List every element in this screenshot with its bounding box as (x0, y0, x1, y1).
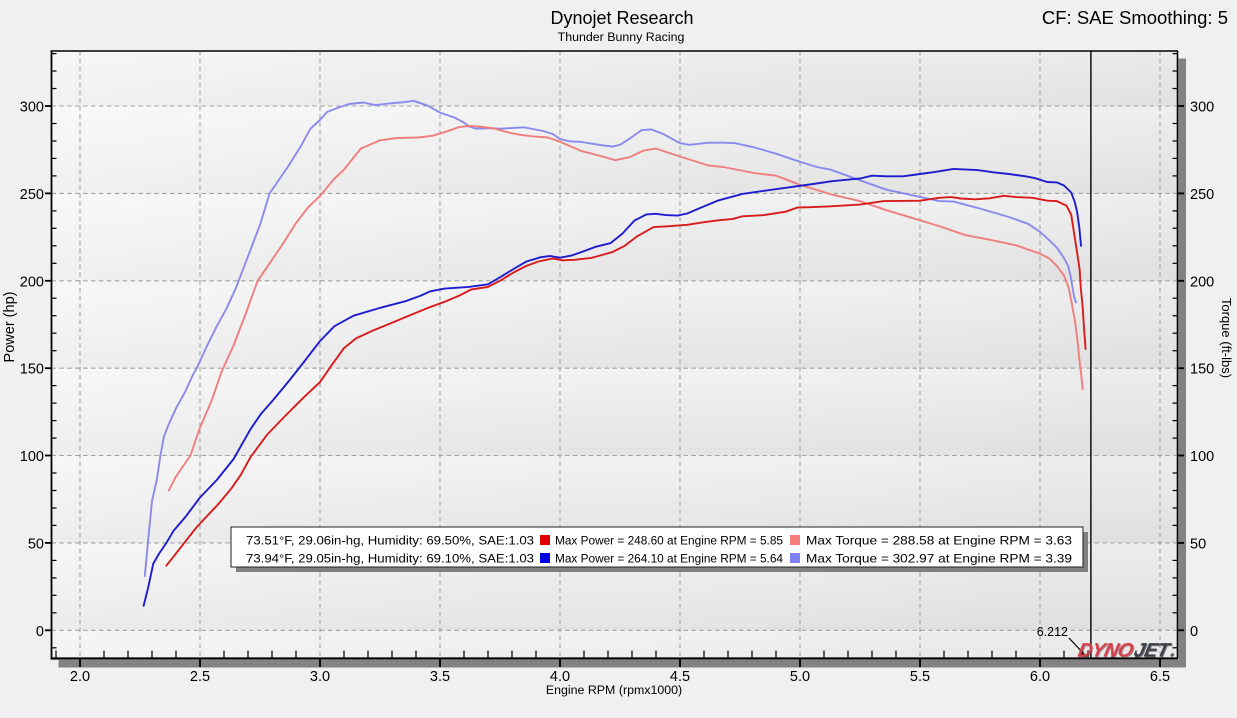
svg-text:73.94°F, 29.05in-hg, Humidity:: 73.94°F, 29.05in-hg, Humidity: 69.10%, S… (246, 552, 534, 566)
svg-text:CF: SAE Smoothing: 5: CF: SAE Smoothing: 5 (1042, 7, 1228, 28)
svg-text:150: 150 (1190, 362, 1214, 378)
svg-text:Max Power = 248.60 at Engine R: Max Power = 248.60 at Engine RPM = 5.85 (555, 534, 783, 548)
svg-text:3.0: 3.0 (310, 669, 330, 685)
svg-text:73.51°F, 29.06in-hg, Humidity:: 73.51°F, 29.06in-hg, Humidity: 69.50%, S… (246, 534, 534, 548)
svg-text:0: 0 (36, 624, 44, 640)
svg-text:6.212: 6.212 (1037, 625, 1068, 639)
svg-text:Max Torque = 288.58 at Engine: Max Torque = 288.58 at Engine RPM = 3.63 (806, 534, 1072, 548)
svg-text:JET: JET (1132, 640, 1173, 662)
svg-text:Max Power = 264.10 at Engine R: Max Power = 264.10 at Engine RPM = 5.64 (555, 552, 783, 566)
svg-text:200: 200 (1190, 274, 1214, 290)
svg-text:0: 0 (1190, 624, 1198, 640)
svg-text:Thunder Bunny Racing: Thunder Bunny Racing (558, 30, 685, 44)
svg-text:4.5: 4.5 (670, 669, 690, 685)
svg-text:100: 100 (20, 449, 44, 465)
svg-text:6.0: 6.0 (1030, 669, 1050, 685)
svg-text:4.0: 4.0 (550, 669, 570, 685)
svg-text:300: 300 (20, 100, 44, 116)
svg-text:100: 100 (1190, 449, 1214, 465)
svg-text:Torque (ft-lbs): Torque (ft-lbs) (1219, 298, 1234, 378)
svg-text:Engine RPM (rpmx1000): Engine RPM (rpmx1000) (546, 683, 682, 697)
svg-text:6.5: 6.5 (1150, 669, 1170, 685)
svg-text:5.5: 5.5 (910, 669, 930, 685)
svg-text:DYNO: DYNO (1076, 640, 1135, 662)
svg-text:5.0: 5.0 (790, 669, 810, 685)
svg-text:Dynojet Research: Dynojet Research (550, 8, 693, 28)
svg-text:2.0: 2.0 (70, 669, 90, 685)
svg-text:300: 300 (1190, 100, 1214, 116)
svg-text:Power (hp): Power (hp) (2, 292, 18, 363)
svg-text:JET: JET (1133, 641, 1174, 663)
svg-text:50: 50 (28, 536, 44, 552)
svg-text:DYNO: DYNO (1077, 641, 1136, 663)
svg-text:150: 150 (20, 362, 44, 378)
svg-text:2.5: 2.5 (190, 669, 210, 685)
svg-text:250: 250 (1190, 187, 1214, 203)
svg-text:200: 200 (20, 274, 44, 290)
svg-text:50: 50 (1190, 536, 1206, 552)
svg-text:3.5: 3.5 (430, 669, 450, 685)
svg-text:250: 250 (20, 187, 44, 203)
svg-text:Max Torque = 302.97 at Engine: Max Torque = 302.97 at Engine RPM = 3.39 (806, 552, 1072, 566)
